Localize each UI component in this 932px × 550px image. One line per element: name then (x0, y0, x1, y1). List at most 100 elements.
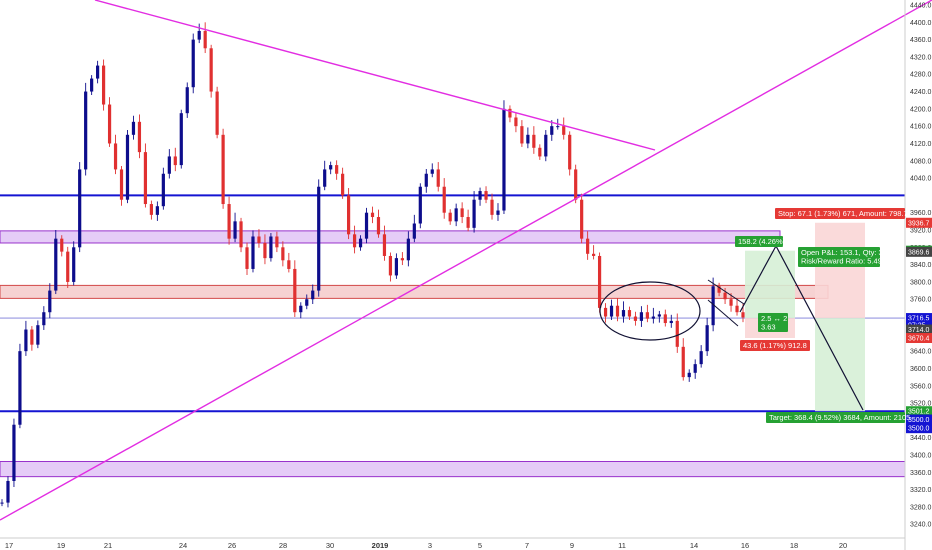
candle-body (78, 169, 82, 248)
profit-zone-rect (745, 250, 795, 319)
time-tick-label: 9 (570, 541, 574, 550)
candle-body (257, 236, 261, 243)
candle-body (633, 316, 638, 321)
price-tick-label: 3600.0 (910, 366, 932, 373)
candle-body (388, 255, 393, 276)
candle-body (251, 236, 255, 269)
candle-body (454, 208, 458, 222)
candle-body (496, 210, 500, 215)
candle-body (6, 480, 10, 503)
trade-boxes-layer (745, 222, 865, 412)
ratio-box-text: 3.63 (761, 323, 776, 332)
candle-body (448, 212, 452, 222)
candle-body (550, 126, 554, 135)
price-tick-label: 3960.0 (910, 210, 932, 217)
price-tag (906, 414, 932, 425)
candle-body (675, 320, 679, 347)
candle-body (185, 87, 189, 114)
price-tag (906, 246, 932, 257)
candle-body (48, 290, 52, 313)
candle-body (42, 312, 46, 326)
candle-body (161, 173, 165, 207)
candle-body (663, 314, 667, 324)
candle-body (412, 223, 416, 239)
descending-trendline (94, 0, 656, 151)
price-tick-label: 3640.0 (910, 349, 932, 356)
candle-body (364, 212, 369, 239)
trendlines-layer (0, 0, 932, 521)
candle-body (269, 236, 273, 259)
candle-body (699, 351, 703, 365)
candle-body (203, 30, 207, 49)
pnl-label (735, 236, 783, 247)
candle-body (215, 91, 219, 135)
time-tick-label: 19 (57, 541, 65, 550)
candle-body (30, 329, 34, 345)
candle-body (72, 247, 76, 282)
candle-body (508, 108, 512, 118)
price-tick-label: 4240.0 (910, 89, 932, 96)
candle-body (197, 30, 201, 40)
price-tag (906, 324, 932, 335)
candle-body (131, 121, 136, 135)
candle-body (520, 126, 524, 144)
time-tick-label: 5 (478, 541, 482, 550)
price-tag (906, 333, 932, 344)
annotation-labels-layer: 3936.73872.23869.63716.507:353714.03670.… (735, 208, 932, 434)
price-tag-label: 3501.2 (908, 409, 930, 416)
candle-body (400, 258, 404, 261)
price-tick-label: 4360.0 (910, 37, 932, 44)
candle-body (323, 169, 327, 187)
candle-body (711, 286, 715, 326)
time-tick-label: 7 (525, 541, 529, 550)
time-tick-label: 20 (839, 541, 847, 550)
candle-body (346, 195, 351, 235)
candle-body (101, 65, 106, 105)
price-tick-label: 4280.0 (910, 72, 932, 79)
price-tick-label: 3360.0 (910, 470, 932, 477)
candle-body (382, 234, 387, 256)
candle-body (173, 156, 177, 166)
ascending-trendline (0, 0, 932, 521)
price-tag-label: 3500.0 (908, 426, 930, 433)
loss-label (740, 340, 810, 351)
candle-body (729, 299, 733, 306)
candle-body (472, 199, 476, 228)
candle-body (60, 238, 64, 252)
pnl-label-text: 158.2 (4.26%) 1316.4 (738, 237, 810, 246)
candle-body (681, 346, 685, 378)
candle-body (693, 364, 697, 373)
candle-body (179, 113, 183, 166)
candle-body (735, 305, 739, 313)
price-tick-label: 3800.0 (910, 279, 932, 286)
candle-body (107, 104, 112, 144)
open-pnl-box-text: Risk/Reward Ratio: 5.49 (801, 257, 882, 266)
candle-body (580, 199, 584, 239)
candle-body (705, 325, 709, 352)
candle-body (358, 238, 363, 248)
candle-body (299, 305, 303, 313)
zone-rect (0, 230, 781, 244)
price-tick-label: 3840.0 (910, 262, 932, 269)
price-tick-label: 3240.0 (910, 522, 932, 529)
candle-body (424, 173, 428, 187)
target-label (766, 412, 905, 423)
zone-rect (0, 460, 906, 478)
price-tick-label: 3520.0 (910, 401, 932, 408)
candle-body (568, 134, 572, 170)
price-tick-label: 3760.0 (910, 297, 932, 304)
candle-body (96, 65, 100, 79)
ratio-box (758, 313, 788, 332)
candle-body (574, 169, 578, 200)
candle-body (143, 152, 148, 205)
candle-body (18, 351, 22, 425)
candle-body (592, 253, 596, 256)
time-tick-label: 17 (5, 541, 13, 550)
candle-body (191, 39, 195, 88)
price-tick-label: 4080.0 (910, 158, 932, 165)
consolidation-ellipse (599, 281, 701, 341)
loss-label-text: 43.6 (1.17%) 912.8 (743, 341, 807, 350)
price-tag (906, 423, 932, 434)
